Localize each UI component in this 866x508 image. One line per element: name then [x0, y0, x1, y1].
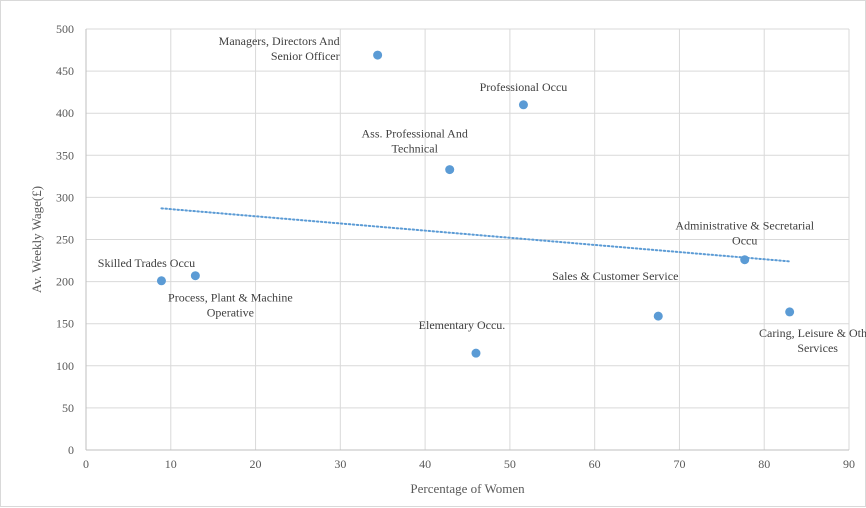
data-point	[471, 348, 481, 358]
data-label: Elementary Occu.	[419, 318, 506, 332]
x-tick-label: 90	[843, 457, 855, 471]
data-label: Managers, Directors And Senior Officer	[219, 34, 340, 63]
y-tick-label: 450	[56, 64, 74, 78]
y-tick-label: 100	[56, 359, 74, 373]
data-point	[445, 165, 455, 175]
data-label: Ass. Professional And Technical	[362, 127, 468, 156]
data-point	[190, 271, 200, 281]
y-tick-label: 150	[56, 317, 74, 331]
data-label-line: Administrative & Secretarial	[675, 219, 814, 233]
data-point	[156, 276, 166, 286]
data-label-line: Occu	[732, 234, 757, 248]
data-label-line: Sales & Customer Service	[552, 269, 678, 283]
y-tick-label: 400	[56, 106, 74, 120]
data-label-line: Services	[797, 341, 838, 355]
data-label: Administrative & Secretarial Occu	[675, 219, 814, 248]
data-label-line: Senior Officer	[271, 49, 340, 63]
data-points	[156, 50, 795, 358]
tick-labels: 0 10 20 30 40 50 60 70 80 90 0 50 100 150 200 250 300 350…	[56, 22, 855, 471]
point-labels: Managers, Directors And Senior Officer Pro…	[98, 34, 866, 355]
y-tick-label: 50	[62, 401, 74, 415]
data-point	[373, 50, 383, 60]
y-tick-label: 0	[68, 443, 74, 457]
y-tick-label: 300	[56, 190, 74, 204]
data-label: Professional Occu	[480, 80, 568, 94]
grid-lines	[86, 28, 850, 450]
x-tick-label: 50	[504, 457, 516, 471]
data-label: Sales & Customer Service	[552, 269, 678, 283]
data-point	[785, 307, 795, 317]
data-label-line: Process, Plant & Machine	[168, 291, 293, 305]
trendline	[160, 207, 791, 263]
data-label-line: Operative	[207, 306, 254, 320]
y-axis-title: Av. Weekly Wage(£)	[29, 186, 44, 293]
x-tick-label: 20	[250, 457, 262, 471]
data-label-line: Ass. Professional And	[362, 127, 468, 141]
trendline-group	[160, 207, 791, 263]
y-tick-label: 200	[56, 275, 74, 289]
data-label: Caring, Leisure & Other Services	[759, 326, 866, 355]
data-label: Skilled Trades Occu	[98, 256, 195, 270]
y-tick-label: 500	[56, 22, 74, 36]
data-label-line: Technical	[391, 142, 438, 156]
x-tick-label: 60	[589, 457, 601, 471]
axes	[85, 29, 849, 451]
data-label-line: Professional Occu	[480, 80, 568, 94]
x-tick-label: 30	[334, 457, 346, 471]
data-label-line: Elementary Occu.	[419, 318, 506, 332]
y-tick-label: 250	[56, 233, 74, 247]
x-tick-label: 10	[165, 457, 177, 471]
x-tick-label: 80	[758, 457, 770, 471]
data-point	[653, 311, 663, 321]
data-label-line: Skilled Trades Occu	[98, 256, 195, 270]
data-label-line: Caring, Leisure & Other	[759, 326, 866, 340]
data-point	[518, 100, 528, 110]
data-label: Process, Plant & Machine Operative	[168, 291, 293, 320]
y-tick-label: 350	[56, 148, 74, 162]
data-point	[740, 255, 750, 265]
x-tick-label: 70	[673, 457, 685, 471]
x-axis-title: Percentage of Women	[410, 481, 525, 496]
x-tick-label: 0	[83, 457, 89, 471]
x-tick-label: 40	[419, 457, 431, 471]
data-label-line: Managers, Directors And	[219, 34, 340, 48]
